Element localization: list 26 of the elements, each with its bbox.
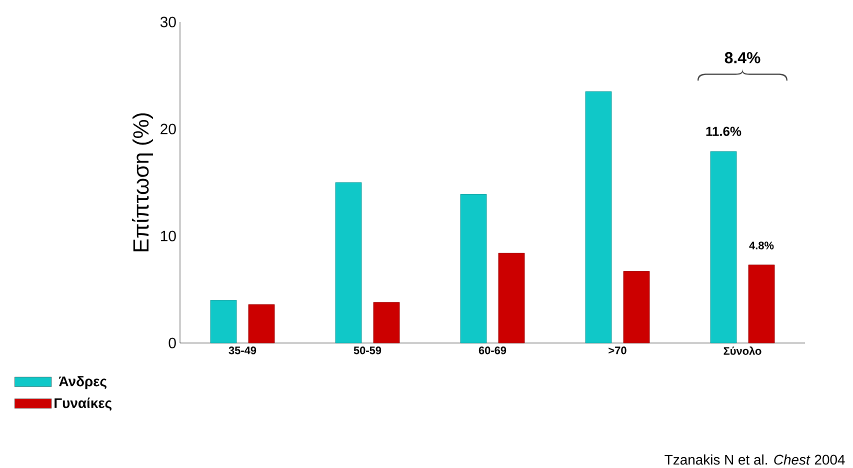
y-tick-label: 30 <box>160 16 176 28</box>
y-tick-label: 0 <box>168 338 176 348</box>
bar <box>585 91 612 344</box>
x-tick-label: 35-49 <box>228 346 256 354</box>
legend-label: Άνδρες <box>58 376 106 390</box>
bar <box>710 151 737 344</box>
bar <box>748 264 775 344</box>
bar <box>460 194 487 344</box>
x-tick-label: >70 <box>608 346 626 354</box>
x-tick-label: 50-59 <box>354 346 382 354</box>
legend-label: Γυναίκες <box>54 398 112 411</box>
annotation: 11.6% <box>706 126 742 136</box>
bar <box>498 252 525 344</box>
y-axis-title: Επίπτωση (%) <box>132 113 154 252</box>
bar <box>623 271 650 344</box>
bar <box>373 302 400 344</box>
annotation: 4.8% <box>749 242 774 250</box>
bar <box>210 300 237 344</box>
annotation: 8.4% <box>724 52 760 64</box>
y-tick-label: 10 <box>161 230 176 242</box>
x-tick-label: Σύνολο <box>724 346 762 355</box>
bar <box>335 182 362 344</box>
y-tick-label: 20 <box>160 124 176 134</box>
bar <box>248 304 275 344</box>
text: Tzanakis N et al. Chest 2004 <box>664 454 845 465</box>
x-tick-label: 60-69 <box>478 346 506 354</box>
